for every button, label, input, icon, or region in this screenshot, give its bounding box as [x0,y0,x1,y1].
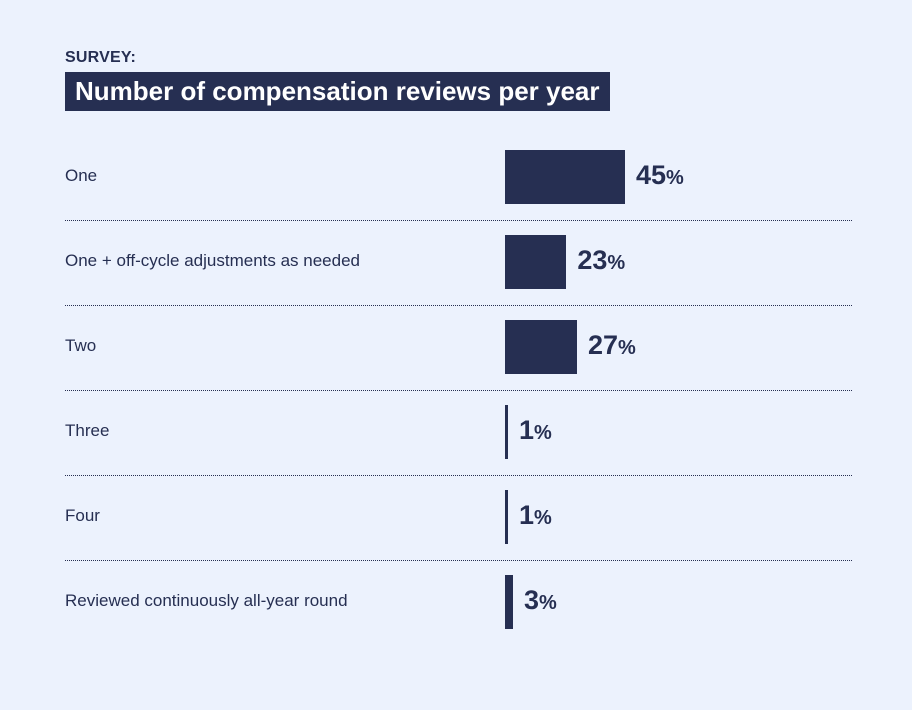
row-divider [65,220,852,221]
data-label-suffix: % [666,167,684,189]
data-label: 1% [519,415,552,446]
category-label: Reviewed continuously all-year round [65,591,348,610]
data-label: 27% [588,330,636,361]
bar [505,490,508,544]
data-label-suffix: % [539,592,557,614]
data-label-value: 1 [519,415,535,445]
row-divider [65,390,852,391]
chart-title: Number of compensation reviews per year [75,76,600,106]
chart-row: One + off-cycle adjustments as needed 23% [0,220,912,305]
data-label-suffix: % [534,507,552,529]
bar [505,575,513,629]
row-divider [65,475,852,476]
survey-eyebrow: SURVEY: [65,49,137,66]
data-label-suffix: % [618,337,636,359]
bar [505,320,577,374]
bar [505,150,625,204]
data-label-value: 3 [524,585,540,615]
data-label-suffix: % [607,252,626,274]
data-label: 1% [519,500,552,531]
data-label-value: 23 [577,245,608,275]
category-label: One + off-cycle adjustments as needed [65,251,361,270]
data-label: 23% [577,245,625,276]
chart-row: Three 1% [0,390,912,475]
row-divider [65,560,852,561]
bar [505,405,508,459]
data-label-value: 1 [519,500,535,530]
category-label: One [65,166,98,185]
data-label-value: 45 [636,160,667,190]
chart-row: One 45% [0,135,912,220]
title-banner: Number of compensation reviews per year [65,72,610,111]
chart-row: Reviewed continuously all-year round 3% [0,560,912,645]
data-label-value: 27 [588,330,619,360]
data-label: 3% [524,585,557,616]
chart-row: Four 1% [0,475,912,560]
category-label: Four [65,506,100,525]
row-divider [65,305,852,306]
chart-row: Two 27% [0,305,912,390]
category-label: Three [65,421,110,440]
bar [505,235,567,289]
data-label-suffix: % [534,422,552,444]
data-label: 45% [636,160,684,191]
category-label: Two [65,336,97,355]
